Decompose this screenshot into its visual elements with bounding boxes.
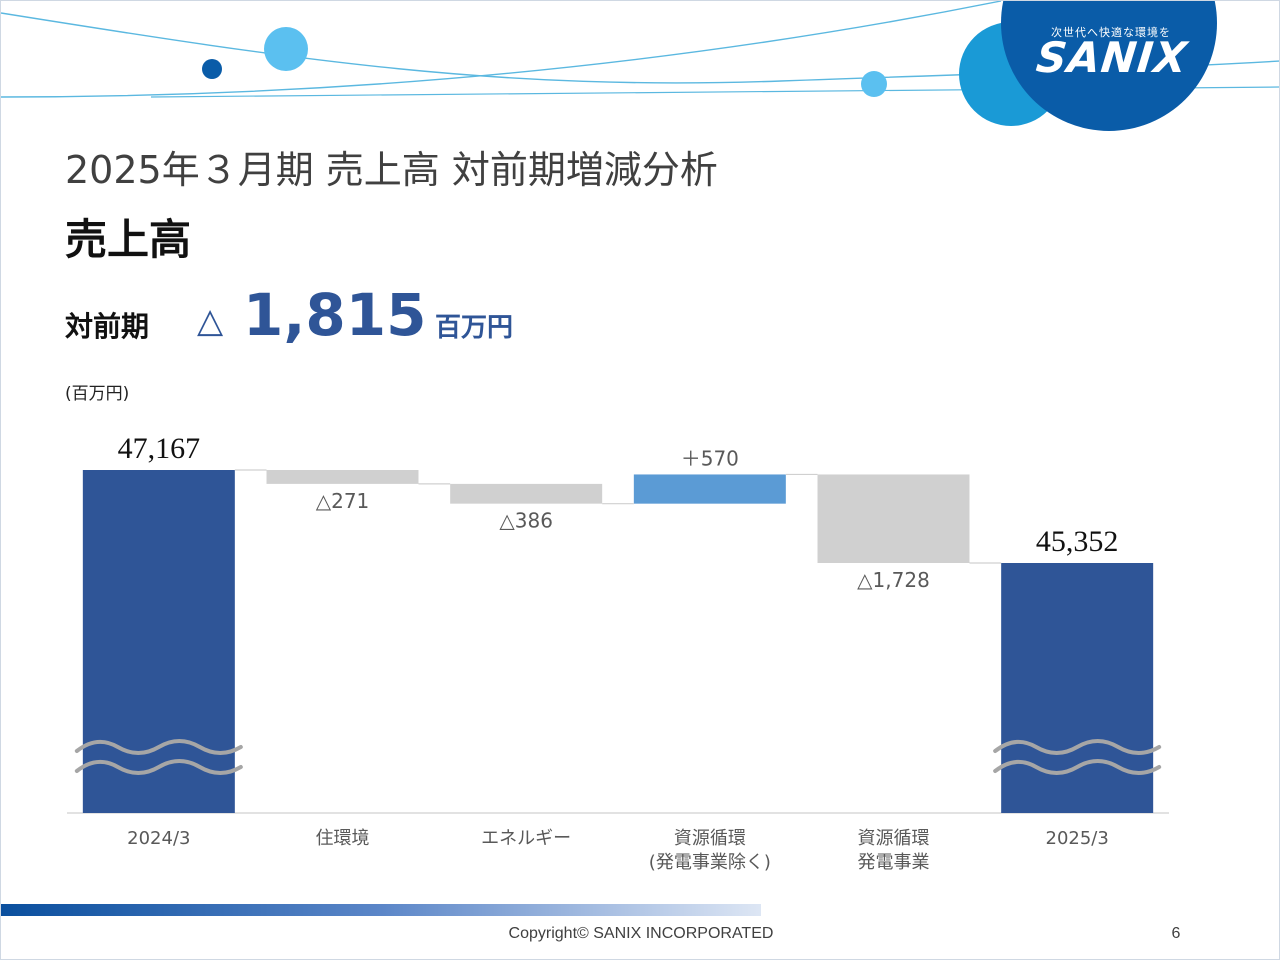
dark-dot: [202, 59, 222, 79]
section-title: 売上高: [65, 215, 192, 264]
data-label-1: △271: [316, 489, 370, 513]
category-label-4: 資源循環: [858, 828, 930, 849]
yoy-value: 1,815: [243, 281, 427, 349]
bar-2: [450, 483, 603, 504]
logo-tagline: 次世代へ快適な環境を: [1051, 26, 1171, 39]
axis-break-wave-5-0: [993, 739, 1162, 755]
data-label-5: 45,352: [1036, 525, 1119, 558]
footer-gradient-bar: [1, 904, 761, 916]
axis-break-wave-0-0: [74, 739, 243, 755]
page-title: 2025年３月期 売上高 対前期増減分析: [65, 148, 718, 192]
bar-0: [82, 470, 235, 813]
light-dot-small: [861, 71, 887, 97]
category-label-0: 2024/3: [127, 828, 190, 849]
axis-break-wave-0-1: [74, 759, 243, 775]
bar-5: [1001, 563, 1154, 813]
data-label-4: △1,728: [857, 568, 930, 592]
light-dot-large: [264, 27, 308, 71]
category-label-2: エネルギー: [481, 828, 571, 849]
data-label-3: ＋570: [681, 446, 739, 470]
category-label-3-line2: (発電事業除く): [649, 852, 771, 873]
category-label-3: 資源循環: [674, 828, 746, 849]
yoy-label: 対前期: [65, 310, 150, 343]
header-decoration: [1, 1, 1279, 131]
data-label-0: 47,167: [118, 432, 201, 465]
category-label-4-line2: 発電事業: [858, 852, 930, 873]
axis-break-wave-5-1: [993, 759, 1162, 775]
data-label-2: △386: [499, 509, 553, 533]
copyright-text: Copyright© SANIX INCORPORATED: [508, 925, 774, 942]
logo-circle: [1001, 1, 1217, 131]
unit-note: (百万円): [65, 384, 130, 404]
category-label-5: 2025/3: [1046, 828, 1109, 849]
bar-4: [817, 474, 970, 563]
waterfall-chart: 47,167 2024/3 △271 住環境 △386 エネルギー ＋570 資源循環 (発電事…: [67, 432, 1169, 873]
decrease-triangle-icon: △: [197, 301, 224, 341]
category-label-1: 住環境: [316, 828, 370, 849]
bar-3: [633, 474, 786, 504]
bar-1: [266, 470, 419, 484]
yoy-unit: 百万円: [435, 313, 514, 343]
page-number: 6: [1171, 925, 1181, 942]
